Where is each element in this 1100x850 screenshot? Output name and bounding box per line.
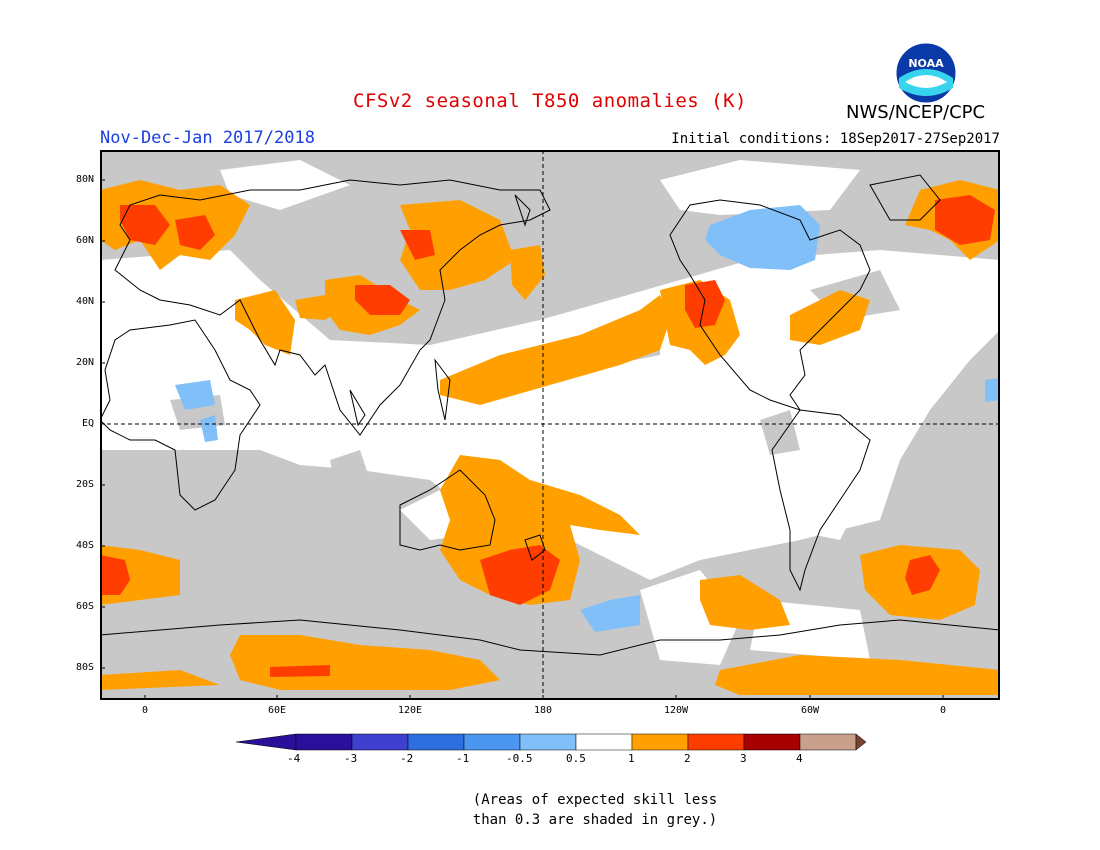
lon-label-120e: 120E	[397, 705, 423, 716]
lat-label-20n: 20N	[75, 357, 94, 368]
warm-anomaly-1-2	[100, 195, 995, 677]
lat-label-80n: 80N	[75, 174, 94, 185]
scale-bin-9	[743, 733, 801, 751]
logo-text: NOAA	[908, 57, 944, 70]
scale-label: 0.5	[566, 752, 586, 765]
lat-label-eq: EQ	[81, 418, 94, 429]
lat-label-80s: 80S	[75, 662, 94, 673]
skill-note-line1: (Areas of expected skill less	[472, 792, 718, 808]
skill-note-line2: than 0.3 are shaded in grey.)	[472, 812, 718, 828]
scale-label: 2	[684, 752, 691, 765]
scale-bin-5	[519, 733, 577, 751]
coastlines	[100, 174, 1000, 656]
anomaly-map	[100, 150, 1000, 700]
scale-label: -1	[456, 752, 470, 765]
lon-label-60w: 60W	[800, 705, 820, 716]
scale-bin-7	[631, 733, 689, 751]
scale-label: 1	[628, 752, 635, 765]
lon-label-0-east: 0	[939, 705, 947, 716]
lat-label-20s: 20S	[75, 479, 94, 490]
scale-label: -4	[287, 752, 301, 765]
lat-label-40s: 40S	[75, 540, 94, 551]
cool-anomaly-05-1	[175, 205, 1000, 632]
scale-bin-4	[463, 733, 521, 751]
scale-label: -0.5	[506, 752, 533, 765]
scale-bin-6	[575, 733, 633, 751]
scale-bin-10	[799, 733, 857, 751]
map-title: CFSv2 seasonal T850 anomalies (K)	[353, 90, 747, 112]
scale-arrow-high	[855, 733, 866, 751]
season-period: Nov-Dec-Jan 2017/2018	[100, 128, 315, 148]
agency-label: NWS/NCEP/CPC	[846, 102, 986, 123]
scale-bin-3	[407, 733, 465, 751]
noaa-logo-icon: NOAA	[895, 42, 957, 104]
scale-label: 4	[796, 752, 803, 765]
map-frame	[100, 150, 1000, 700]
scale-label: -3	[344, 752, 358, 765]
lat-label-60s: 60S	[75, 601, 94, 612]
map-ticks	[100, 179, 944, 700]
color-scale-bar	[236, 733, 866, 751]
lat-label-40n: 40N	[75, 296, 94, 307]
scale-label: 3	[740, 752, 747, 765]
scale-bin-8	[687, 733, 745, 751]
lon-label-0: 0	[141, 705, 149, 716]
scale-label: -2	[400, 752, 414, 765]
initial-conditions: Initial conditions: 18Sep2017-27Sep2017	[671, 131, 1000, 147]
scale-bin-2	[351, 733, 409, 751]
lon-label-180: 180	[533, 705, 553, 716]
lon-label-60e: 60E	[267, 705, 287, 716]
scale-arrow-low	[236, 733, 297, 751]
lon-label-120w: 120W	[663, 705, 689, 716]
scale-bin-1	[295, 733, 353, 751]
lat-label-60n: 60N	[75, 235, 94, 246]
